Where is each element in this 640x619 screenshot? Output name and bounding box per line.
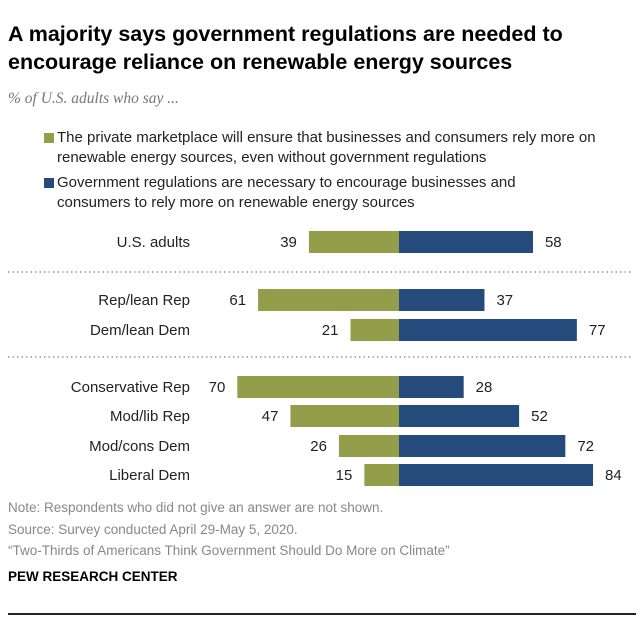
bar-private [350,319,399,341]
legend-item-government: Government regulations are necessary to … [44,173,634,213]
legend-swatch-private [44,133,54,143]
bottom-rule [8,613,636,615]
bar-private [338,435,399,457]
category-label: Mod/cons Dem [89,438,190,455]
bar-private [364,464,399,486]
bar-government [399,435,566,457]
footer-note: Note: Respondents who did not give an an… [8,500,384,515]
category-label: Rep/lean Rep [98,292,190,309]
bar-government [399,405,520,427]
value-label-government: 72 [577,438,594,455]
value-label-private: 15 [336,467,353,484]
value-label-government: 58 [545,234,562,251]
category-label: Mod/lib Rep [110,408,190,425]
value-label-private: 61 [229,292,246,309]
bar-government [399,376,464,398]
bar-government [399,231,533,253]
legend-item-private: The private marketplace will ensure that… [44,128,634,168]
footer-report: “Two-Thirds of Americans Think Governmen… [8,543,450,558]
value-label-private: 47 [262,408,279,425]
legend-label-private: The private marketplace will ensure that… [57,129,596,166]
value-label-private: 21 [322,322,339,339]
legend-label-government: Government regulations are necessary to … [57,174,516,211]
legend-swatch-government [44,178,54,188]
value-label-government: 77 [589,322,606,339]
value-label-government: 52 [531,408,548,425]
chart-title: A majority says government regulations a… [8,22,563,74]
category-label: Liberal Dem [109,467,190,484]
value-label-private: 70 [209,379,226,396]
bar-government [399,289,485,311]
bar-private [308,231,399,253]
category-label: Conservative Rep [71,379,190,396]
category-label: Dem/lean Dem [90,322,190,339]
bar-private [258,289,399,311]
value-label-private: 39 [280,234,297,251]
chart-subtitle: % of U.S. adults who say ... [8,90,179,107]
bar-private [237,376,399,398]
bar-private [290,405,399,427]
bar-government [399,319,577,341]
footer-source: Source: Survey conducted April 29-May 5,… [8,522,298,537]
category-label: U.S. adults [117,234,190,251]
value-label-government: 28 [476,379,493,396]
bar-government [399,464,594,486]
value-label-government: 37 [496,292,513,309]
value-label-private: 26 [310,438,327,455]
org-logo-text: PEW RESEARCH CENTER [8,569,178,584]
value-label-government: 84 [605,467,622,484]
